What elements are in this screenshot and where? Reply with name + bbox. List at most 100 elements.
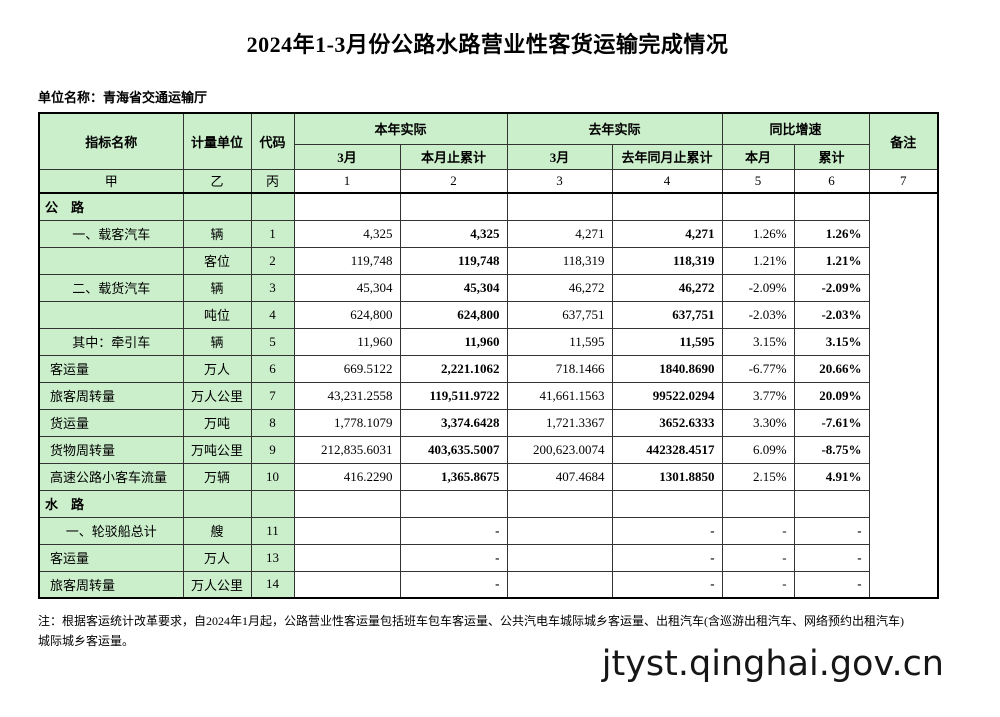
code-cell: 6 — [250, 354, 295, 383]
table-row: 旅客周转量 万人公里 14 - - - - — [38, 570, 938, 599]
code-row-cell: 5 — [721, 168, 795, 194]
value-cell — [721, 489, 795, 518]
row-label-cell: 其中：牵引车 — [38, 327, 184, 356]
value-cell: 11,595 — [611, 327, 723, 356]
value-cell: 637,751 — [506, 300, 613, 329]
value-cell — [293, 543, 401, 572]
unit-cell: 辆 — [182, 219, 252, 248]
value-cell: 118,319 — [611, 246, 723, 275]
value-cell: 20.09% — [793, 381, 870, 410]
value-cell: 2.15% — [721, 462, 795, 491]
unit-cell: 万人 — [182, 354, 252, 383]
value-cell: - — [721, 570, 795, 599]
value-cell — [506, 192, 613, 221]
value-cell: -8.75% — [793, 435, 870, 464]
row-label-cell: 客运量 — [38, 543, 184, 572]
value-cell: - — [793, 516, 870, 545]
unit-cell: 万人公里 — [182, 381, 252, 410]
row-label-cell: 货运量 — [38, 408, 184, 437]
value-cell — [611, 489, 723, 518]
unit-name-label: 单位名称：青海省交通运输厅 — [38, 90, 208, 105]
code-row-cell: 4 — [611, 168, 723, 194]
header-remarks: 备注 — [868, 112, 939, 170]
header-row-sub: 3月 本月止累计 3月 去年同月止累计 本月 累计 — [39, 143, 938, 170]
value-cell: -2.03% — [793, 300, 870, 329]
value-cell: 118,319 — [506, 246, 613, 275]
value-cell — [721, 192, 795, 221]
subheader-march-last: 3月 — [506, 143, 613, 170]
code-row-cell: 2 — [399, 168, 508, 194]
value-cell: 4,325 — [399, 219, 508, 248]
value-cell: 43,231.2558 — [293, 381, 401, 410]
unit-cell: 万辆 — [182, 462, 252, 491]
table-row: 客运量 万人 13 - - - - — [38, 543, 938, 572]
value-cell: 3652.6333 — [611, 408, 723, 437]
value-cell: 3.77% — [721, 381, 795, 410]
header-yoy-group: 同比增速 — [721, 112, 870, 145]
section-label-cell: 公 路 — [38, 192, 184, 221]
section-label-cell: 水 路 — [38, 489, 184, 518]
table-row: 一、轮驳船总计 艘 11 - - - - — [38, 516, 938, 545]
code-cell — [250, 192, 295, 221]
value-cell: 3.15% — [793, 327, 870, 356]
watermark-url: jtyst.qinghai.gov.cn — [601, 644, 944, 684]
table-row: 高速公路小客车流量 万辆 10 416.2290 1,365.8675 407.… — [38, 462, 938, 491]
code-cell: 8 — [250, 408, 295, 437]
table-row: 二、载货汽车 辆 3 45,304 45,304 46,272 46,272 -… — [38, 273, 938, 302]
remarks-cell — [868, 193, 939, 599]
row-label-cell: 旅客周转量 — [38, 381, 184, 410]
value-cell — [506, 516, 613, 545]
unit-cell: 艘 — [182, 516, 252, 545]
header-code: 代码 — [250, 112, 295, 170]
code-row-cell: 甲 — [38, 168, 184, 194]
value-cell: 4.91% — [793, 462, 870, 491]
header-row-groups: 指标名称 计量单位 代码 本年实际 去年实际 同比增速 备注 — [38, 112, 939, 170]
value-cell: - — [611, 516, 723, 545]
value-cell: 11,595 — [506, 327, 613, 356]
data-table: 指标名称 计量单位 代码 本年实际 去年实际 同比增速 备注 3月 本月止累计 … — [38, 112, 940, 599]
value-cell: 624,800 — [293, 300, 401, 329]
unit-cell: 万人 — [182, 543, 252, 572]
value-cell — [399, 192, 508, 221]
unit-cell: 辆 — [182, 273, 252, 302]
value-cell: - — [399, 516, 508, 545]
value-cell: - — [611, 570, 723, 599]
footnote-line-1: 注：根据客运统计改革要求，自2024年1月起，公路营业性客运量包括班车包车客运量… — [38, 614, 904, 628]
value-cell: 3.30% — [721, 408, 795, 437]
value-cell: 3.15% — [721, 327, 795, 356]
code-cell: 10 — [250, 462, 295, 491]
value-cell — [793, 489, 870, 518]
value-cell — [506, 570, 613, 599]
section-row-waterway: 水 路 — [38, 489, 938, 518]
value-cell: - — [399, 570, 508, 599]
value-cell — [399, 489, 508, 518]
table-row: 客运量 万人 6 669.5122 2,221.1062 718.1466 18… — [38, 354, 938, 383]
value-cell: -6.77% — [721, 354, 795, 383]
subheader-yoy-month: 本月 — [721, 143, 795, 170]
value-cell: 407.4684 — [506, 462, 613, 491]
footnote-line-2: 城际城乡客运量。 — [38, 634, 135, 648]
value-cell — [506, 489, 613, 518]
value-cell: 46,272 — [611, 273, 723, 302]
value-cell — [293, 516, 401, 545]
value-cell: 1301.8850 — [611, 462, 723, 491]
table-row: 一、载客汽车 辆 1 4,325 4,325 4,271 4,271 1.26%… — [38, 219, 938, 248]
unit-cell — [182, 489, 252, 518]
value-cell: 45,304 — [293, 273, 401, 302]
value-cell: 1.21% — [793, 246, 870, 275]
unit-cell: 吨位 — [182, 300, 252, 329]
value-cell: 41,661.1563 — [506, 381, 613, 410]
value-cell: - — [611, 543, 723, 572]
code-reference-row: 甲 乙 丙 1 2 3 4 5 6 7 — [38, 168, 939, 194]
value-cell: 442328.4517 — [611, 435, 723, 464]
unit-cell: 万吨公里 — [182, 435, 252, 464]
value-cell: 3,374.6428 — [399, 408, 508, 437]
subheader-yoy-cum: 累计 — [793, 143, 870, 170]
value-cell — [793, 192, 870, 221]
code-cell: 3 — [250, 273, 295, 302]
unit-cell: 万吨 — [182, 408, 252, 437]
value-cell: 99522.0294 — [611, 381, 723, 410]
row-label-cell: 旅客周转量 — [38, 570, 184, 599]
value-cell: 637,751 — [611, 300, 723, 329]
